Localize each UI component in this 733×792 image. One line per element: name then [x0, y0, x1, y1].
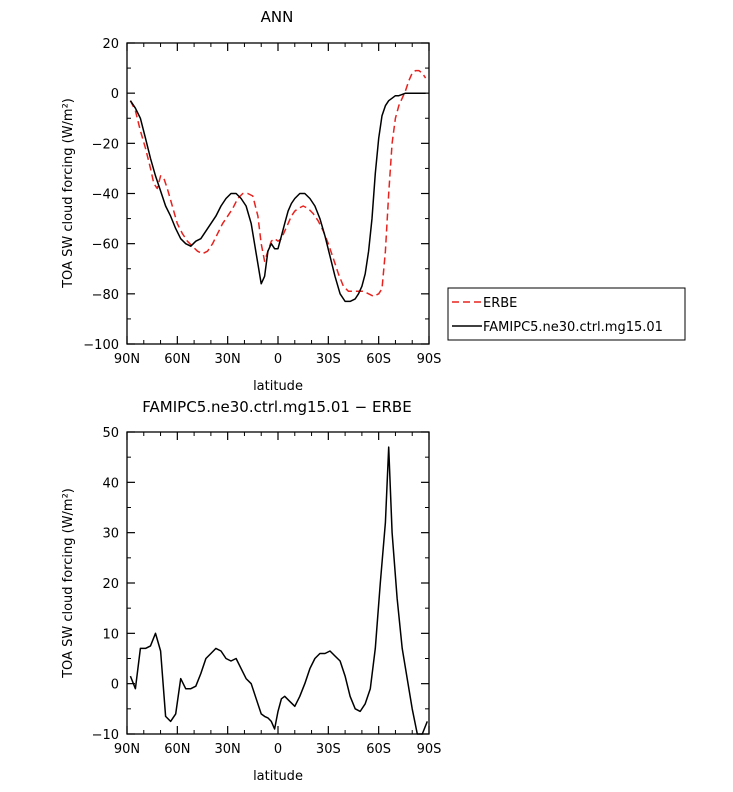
top-series-lines — [129, 69, 427, 303]
bottom-y-tick-label: 0 — [111, 678, 119, 693]
top-x-tick-label: 30N — [215, 352, 241, 367]
top-series-line-1 — [129, 92, 426, 303]
bottom-y-tick-label: −10 — [92, 728, 119, 743]
bottom-y-tick-label: 50 — [102, 426, 119, 441]
legend-box — [447, 287, 686, 341]
top-series-line-0 — [129, 69, 427, 298]
bottom-y-tick-label: 20 — [102, 577, 119, 592]
top-y-tick-label: −60 — [92, 238, 119, 253]
bottom-x-tick-label: 90N — [114, 742, 140, 757]
top-panel: ANN 90N 60N 30N 0 30S 60S 90S −100 −80 −60 −40 −20 0… — [61, 8, 441, 394]
bottom-x-tick-label: 60N — [164, 742, 190, 757]
bottom-axis-ticks: 90N 60N 30N 0 30S 60S 90S −10 0 10 20 30 40 50 — [92, 426, 442, 757]
legend-label-famipc5: FAMIPC5.ne30.ctrl.mg15.01 — [483, 320, 663, 335]
top-y-tick-label: −20 — [92, 137, 119, 152]
top-x-tick-label: 90S — [417, 352, 442, 367]
bottom-x-tick-label: 90S — [417, 742, 442, 757]
bottom-series-lines — [129, 446, 428, 735]
bottom-y-tick-label: 10 — [102, 627, 119, 642]
bottom-x-tick-label: 60S — [366, 742, 391, 757]
top-x-axis-title: latitude — [253, 379, 303, 394]
bottom-y-tick-label: 40 — [102, 476, 119, 491]
top-plot-frame — [126, 42, 430, 345]
top-x-tick-label: 0 — [274, 352, 282, 367]
top-y-axis-title: TOA SW cloud forcing (W/m²) — [61, 98, 76, 289]
top-y-tick-label: −40 — [92, 188, 119, 203]
bottom-y-tick-label: 30 — [102, 527, 119, 542]
top-x-tick-label: 60S — [366, 352, 391, 367]
top-y-tick-label: 0 — [111, 87, 119, 102]
top-x-tick-label: 30S — [316, 352, 341, 367]
legend: ERBE FAMIPC5.ne30.ctrl.mg15.01 — [447, 287, 686, 341]
top-y-tick-label: 20 — [102, 37, 119, 52]
legend-label-erbe: ERBE — [483, 296, 517, 311]
top-x-tick-label: 90N — [114, 352, 140, 367]
top-x-tick-label: 60N — [164, 352, 190, 367]
top-title: ANN — [261, 8, 294, 26]
bottom-panel: FAMIPC5.ne30.ctrl.mg15.01 − ERBE 90N 60N 3… — [61, 398, 441, 784]
bottom-plot-frame — [126, 431, 430, 735]
bottom-series-line-0 — [129, 446, 428, 735]
bottom-x-tick-label: 30N — [215, 742, 241, 757]
bottom-title: FAMIPC5.ne30.ctrl.mg15.01 − ERBE — [142, 398, 411, 416]
bottom-x-tick-label: 30S — [316, 742, 341, 757]
top-y-tick-label: −80 — [92, 288, 119, 303]
bottom-x-axis-title: latitude — [253, 769, 303, 784]
bottom-y-axis-title: TOA SW cloud forcing (W/m²) — [61, 488, 76, 679]
top-axis-ticks: 90N 60N 30N 0 30S 60S 90S −100 −80 −60 −40 −20 0 20 — [83, 37, 441, 367]
bottom-x-tick-label: 0 — [274, 742, 282, 757]
top-y-tick-label: −100 — [83, 338, 119, 353]
